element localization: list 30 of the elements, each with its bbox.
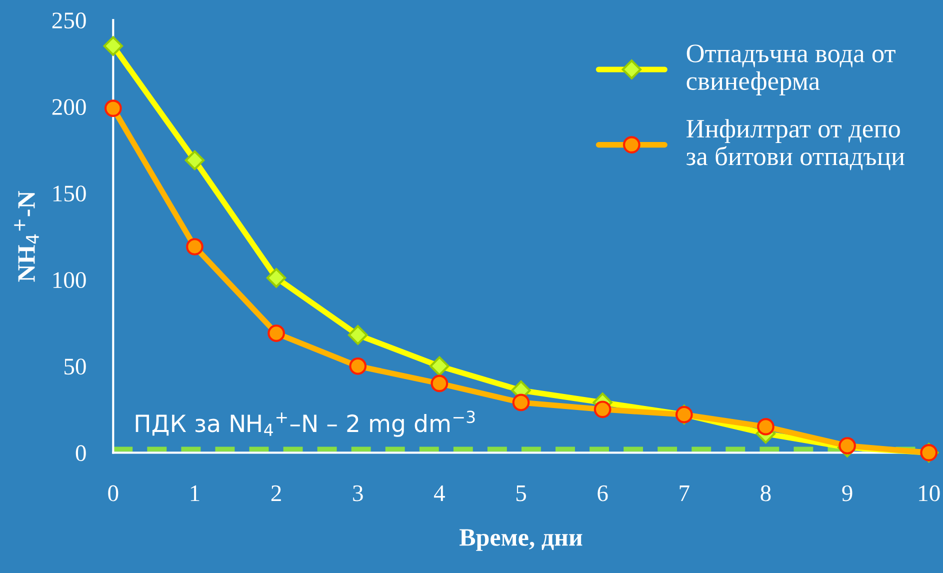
point <box>430 374 448 392</box>
x-tick-label: 3 <box>353 485 363 502</box>
point <box>512 394 530 412</box>
point <box>268 324 285 342</box>
x-tick-label: 2 <box>271 485 281 501</box>
x-tick-label: 7 <box>680 486 690 501</box>
point <box>349 357 367 375</box>
x-tick-label: 1 <box>190 485 200 501</box>
x-tick-label: 10 <box>919 485 940 502</box>
x-tick-label: 8 <box>760 485 771 502</box>
y-tick-label: 150 <box>53 186 86 202</box>
legend-label: Инфилтрат от депо за битови отпадъци <box>686 119 904 170</box>
y-tick-label: 200 <box>52 99 86 115</box>
point <box>594 400 612 418</box>
x-axis-title: Време, дни <box>460 529 582 551</box>
point <box>757 418 774 436</box>
y-tick-label: 0 <box>76 445 86 462</box>
legend-label: Отпадъчна вода от свинеферма <box>686 44 896 96</box>
x-tick-label: 5 <box>516 486 526 502</box>
point <box>186 238 204 256</box>
y-tick-label: 250 <box>52 12 86 28</box>
y-tick-label: 100 <box>53 272 86 288</box>
x-tick-label: 0 <box>108 485 118 502</box>
ref-line-label: ПДК за NH$_{4}$$^{+}$–N – 2 mg dm$^{−3}$ <box>136 410 475 437</box>
point <box>104 100 122 117</box>
x-tick-label: 6 <box>598 485 608 502</box>
x-tick-label: 4 <box>434 485 445 501</box>
x-tick-label: 9 <box>842 485 852 502</box>
y-axis-title: NH$_{4}$$^{+}$-N <box>14 191 39 282</box>
y-tick-label: 50 <box>64 358 86 375</box>
